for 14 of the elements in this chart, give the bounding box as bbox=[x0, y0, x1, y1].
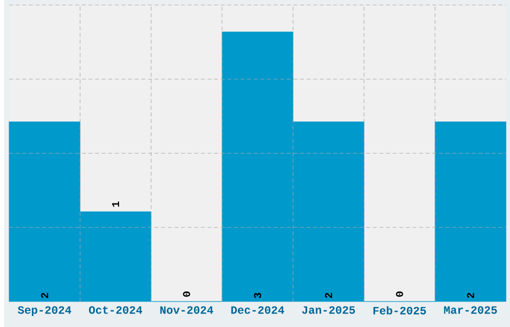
x-tick-label: Jan-2025 bbox=[302, 306, 355, 314]
data-label: 3 bbox=[254, 292, 262, 298]
x-tick-label: Nov-2024 bbox=[160, 306, 214, 314]
x-tick-label: Dec-2024 bbox=[231, 306, 284, 314]
data-label: 0 bbox=[182, 291, 190, 297]
x-tick-label: Mar-2025 bbox=[444, 306, 497, 314]
x-tick-label: Sep-2024 bbox=[18, 306, 72, 316]
data-label: 0 bbox=[396, 291, 404, 297]
x-tick-label: Oct-2024 bbox=[88, 306, 142, 314]
data-label: 1 bbox=[112, 201, 120, 207]
x-tick-label: Feb-2025 bbox=[373, 306, 426, 314]
data-label: 2 bbox=[325, 292, 332, 298]
data-label: 2 bbox=[466, 292, 474, 298]
data-label: 2 bbox=[41, 292, 48, 298]
